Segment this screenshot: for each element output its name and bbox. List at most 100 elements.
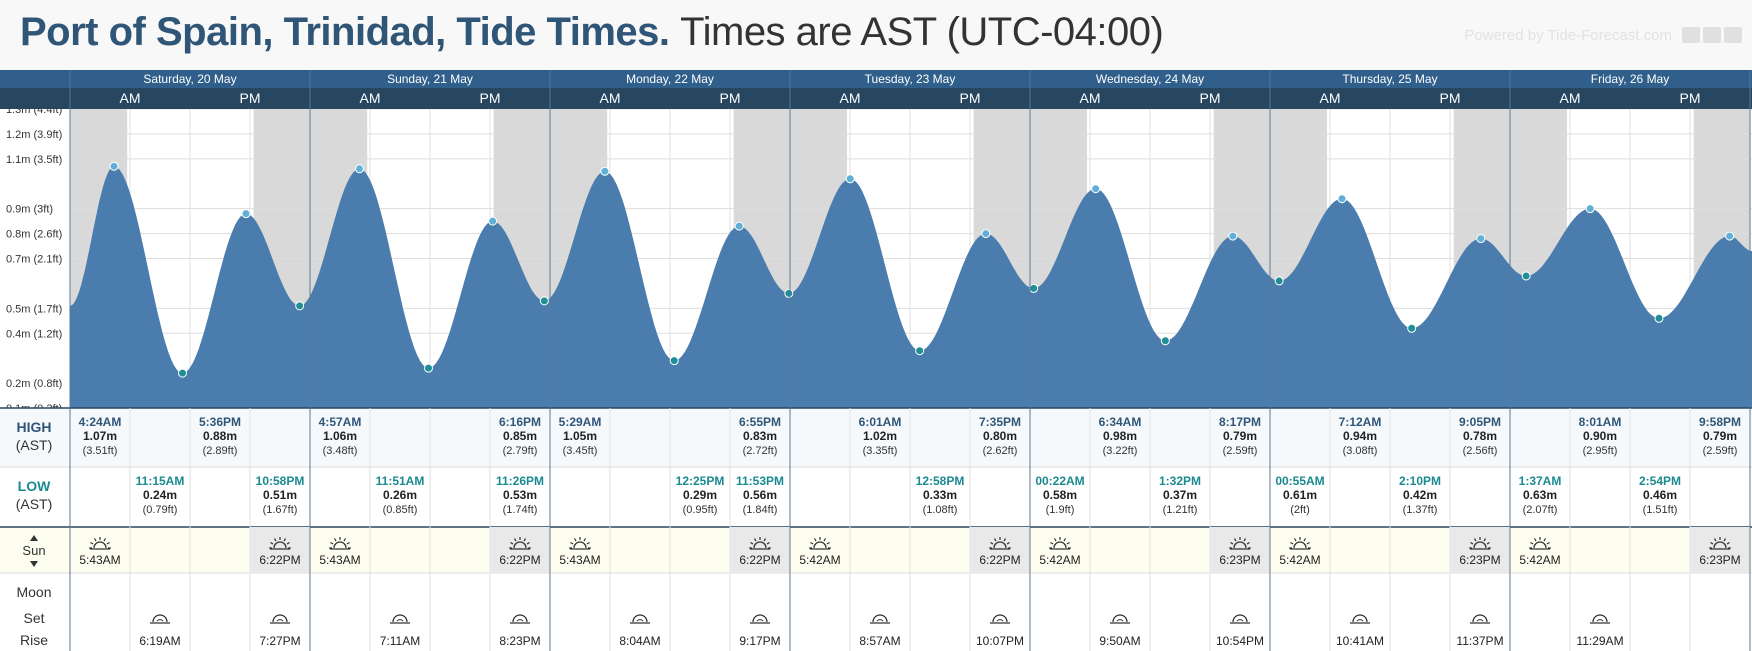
low-tide-height: 0.63m: [1523, 488, 1557, 502]
sun-icon: [509, 537, 531, 550]
high-tide-marker: [600, 166, 610, 176]
moon-rise-label: Rise: [20, 632, 48, 648]
sunset-time: 6:22PM: [259, 553, 300, 567]
y-tick-label: 0.9m (3ft): [6, 204, 53, 216]
high-tide-feet: (2.89ft): [203, 445, 238, 457]
low-tide-time: 11:53PM: [736, 474, 784, 488]
high-tide-marker: [1725, 231, 1735, 241]
low-tide-feet: (1.37ft): [1403, 504, 1438, 516]
low-tide-feet: (0.95ft): [683, 504, 718, 516]
expand-icon[interactable]: [1682, 27, 1700, 43]
low-tide-height: 0.26m: [383, 488, 417, 502]
moon-icon: [390, 614, 410, 624]
low-row-tz: (AST): [16, 496, 53, 512]
sun-icon: [809, 537, 831, 550]
day-label: Monday, 22 May: [626, 72, 714, 86]
high-tide-height: 1.05m: [563, 429, 597, 443]
high-row-tz: (AST): [16, 437, 53, 453]
low-tide-marker: [1654, 313, 1664, 323]
low-tide-height: 0.46m: [1643, 488, 1677, 502]
sunset-cell: [1690, 527, 1750, 573]
tide-chart: 0.1m (0.3ft)0.2m (0.8ft)0.4m (1.2ft)0.5m…: [0, 70, 1752, 651]
low-tide-time: 12:25PM: [676, 474, 725, 488]
high-tide-height: 1.06m: [323, 429, 357, 443]
sunset-time: 6:23PM: [1699, 553, 1740, 567]
moon-time: 9:17PM: [739, 634, 780, 648]
am-label: AM: [600, 90, 621, 106]
high-tide-height: 0.79m: [1703, 429, 1737, 443]
sunset-cell: [970, 527, 1030, 573]
ampm-header-bar: [0, 88, 1752, 109]
sun-icon: [329, 537, 351, 550]
sunset-cell: [730, 527, 790, 573]
y-tick-label: 0.5m (1.7ft): [6, 303, 62, 315]
moon-icon: [870, 614, 890, 624]
low-tide-height: 0.29m: [683, 488, 717, 502]
sunset-cell: [1450, 527, 1510, 573]
high-tide-marker: [1585, 204, 1595, 214]
low-tide-marker: [1521, 271, 1531, 281]
sunrise-time: 5:43AM: [559, 553, 600, 567]
low-tide-feet: (2.07ft): [1523, 504, 1558, 516]
low-tide-marker: [669, 356, 679, 366]
axis-background: [0, 70, 70, 408]
sunrise-time: 5:43AM: [319, 553, 360, 567]
low-tide-time: 1:32PM: [1159, 474, 1201, 488]
low-tide-feet: (2ft): [1290, 504, 1310, 516]
moon-icon: [270, 614, 290, 624]
y-tick-label: 1.2m (3.9ft): [6, 129, 62, 141]
high-tide-time: 7:12AM: [1339, 415, 1382, 429]
sunset-time: 6:22PM: [979, 553, 1020, 567]
high-tide-time: 5:36PM: [199, 415, 241, 429]
low-tide-height: 0.33m: [923, 488, 957, 502]
sun-icon: [749, 537, 771, 550]
low-tide-height: 0.37m: [1163, 488, 1197, 502]
low-tide-time: 2:54PM: [1639, 474, 1681, 488]
day-label: Sunday, 21 May: [387, 72, 473, 86]
high-tide-time: 6:34AM: [1099, 415, 1142, 429]
low-tide-marker: [1274, 276, 1284, 286]
sun-icon: [1049, 537, 1071, 550]
high-tide-height: 0.85m: [503, 429, 537, 443]
am-label: AM: [120, 90, 141, 106]
high-tide-height: 0.83m: [743, 429, 777, 443]
moon-time: 10:07PM: [976, 634, 1024, 648]
high-tide-height: 0.98m: [1103, 429, 1137, 443]
low-tide-marker: [178, 368, 187, 378]
high-tide-time: 4:24AM: [79, 415, 122, 429]
y-tick-label: 0.2m (0.8ft): [6, 378, 62, 390]
sun-icon: [569, 537, 591, 550]
print-icon[interactable]: [1724, 27, 1742, 43]
low-tide-feet: (1.67ft): [263, 504, 298, 516]
sun-icon: [1709, 537, 1731, 550]
high-tide-marker: [845, 174, 855, 184]
high-tide-feet: (3.22ft): [1103, 445, 1138, 457]
pm-label: PM: [1440, 90, 1461, 106]
sun-icon: [89, 537, 111, 550]
low-tide-feet: (1.21ft): [1163, 504, 1198, 516]
high-tide-time: 9:05PM: [1459, 415, 1501, 429]
download-icon[interactable]: [1703, 27, 1721, 43]
high-tide-marker: [981, 229, 991, 239]
sunset-time: 6:22PM: [499, 553, 540, 567]
high-tide-marker: [488, 216, 498, 226]
high-tide-feet: (2.72ft): [743, 445, 778, 457]
low-tide-marker: [539, 296, 549, 306]
y-tick-label: 0.8m (2.6ft): [6, 229, 62, 241]
low-tide-time: 11:51AM: [376, 474, 425, 488]
high-tide-time: 7:35PM: [979, 415, 1021, 429]
high-tide-marker: [1476, 234, 1486, 244]
am-label: AM: [1560, 90, 1581, 106]
low-tide-height: 0.58m: [1043, 488, 1077, 502]
moon-time: 9:50AM: [1099, 634, 1140, 648]
pm-label: PM: [720, 90, 741, 106]
low-tide-height: 0.56m: [743, 488, 777, 502]
powered-by[interactable]: Powered by Tide-Forecast.com: [1464, 27, 1672, 44]
am-label: AM: [1080, 90, 1101, 106]
moon-icon: [750, 614, 770, 624]
sun-icon: [269, 537, 291, 550]
sunset-cell: [250, 527, 310, 573]
high-tide-time: 9:58PM: [1699, 415, 1741, 429]
high-tide-time: 6:55PM: [739, 415, 781, 429]
moon-time: 8:23PM: [499, 634, 540, 648]
